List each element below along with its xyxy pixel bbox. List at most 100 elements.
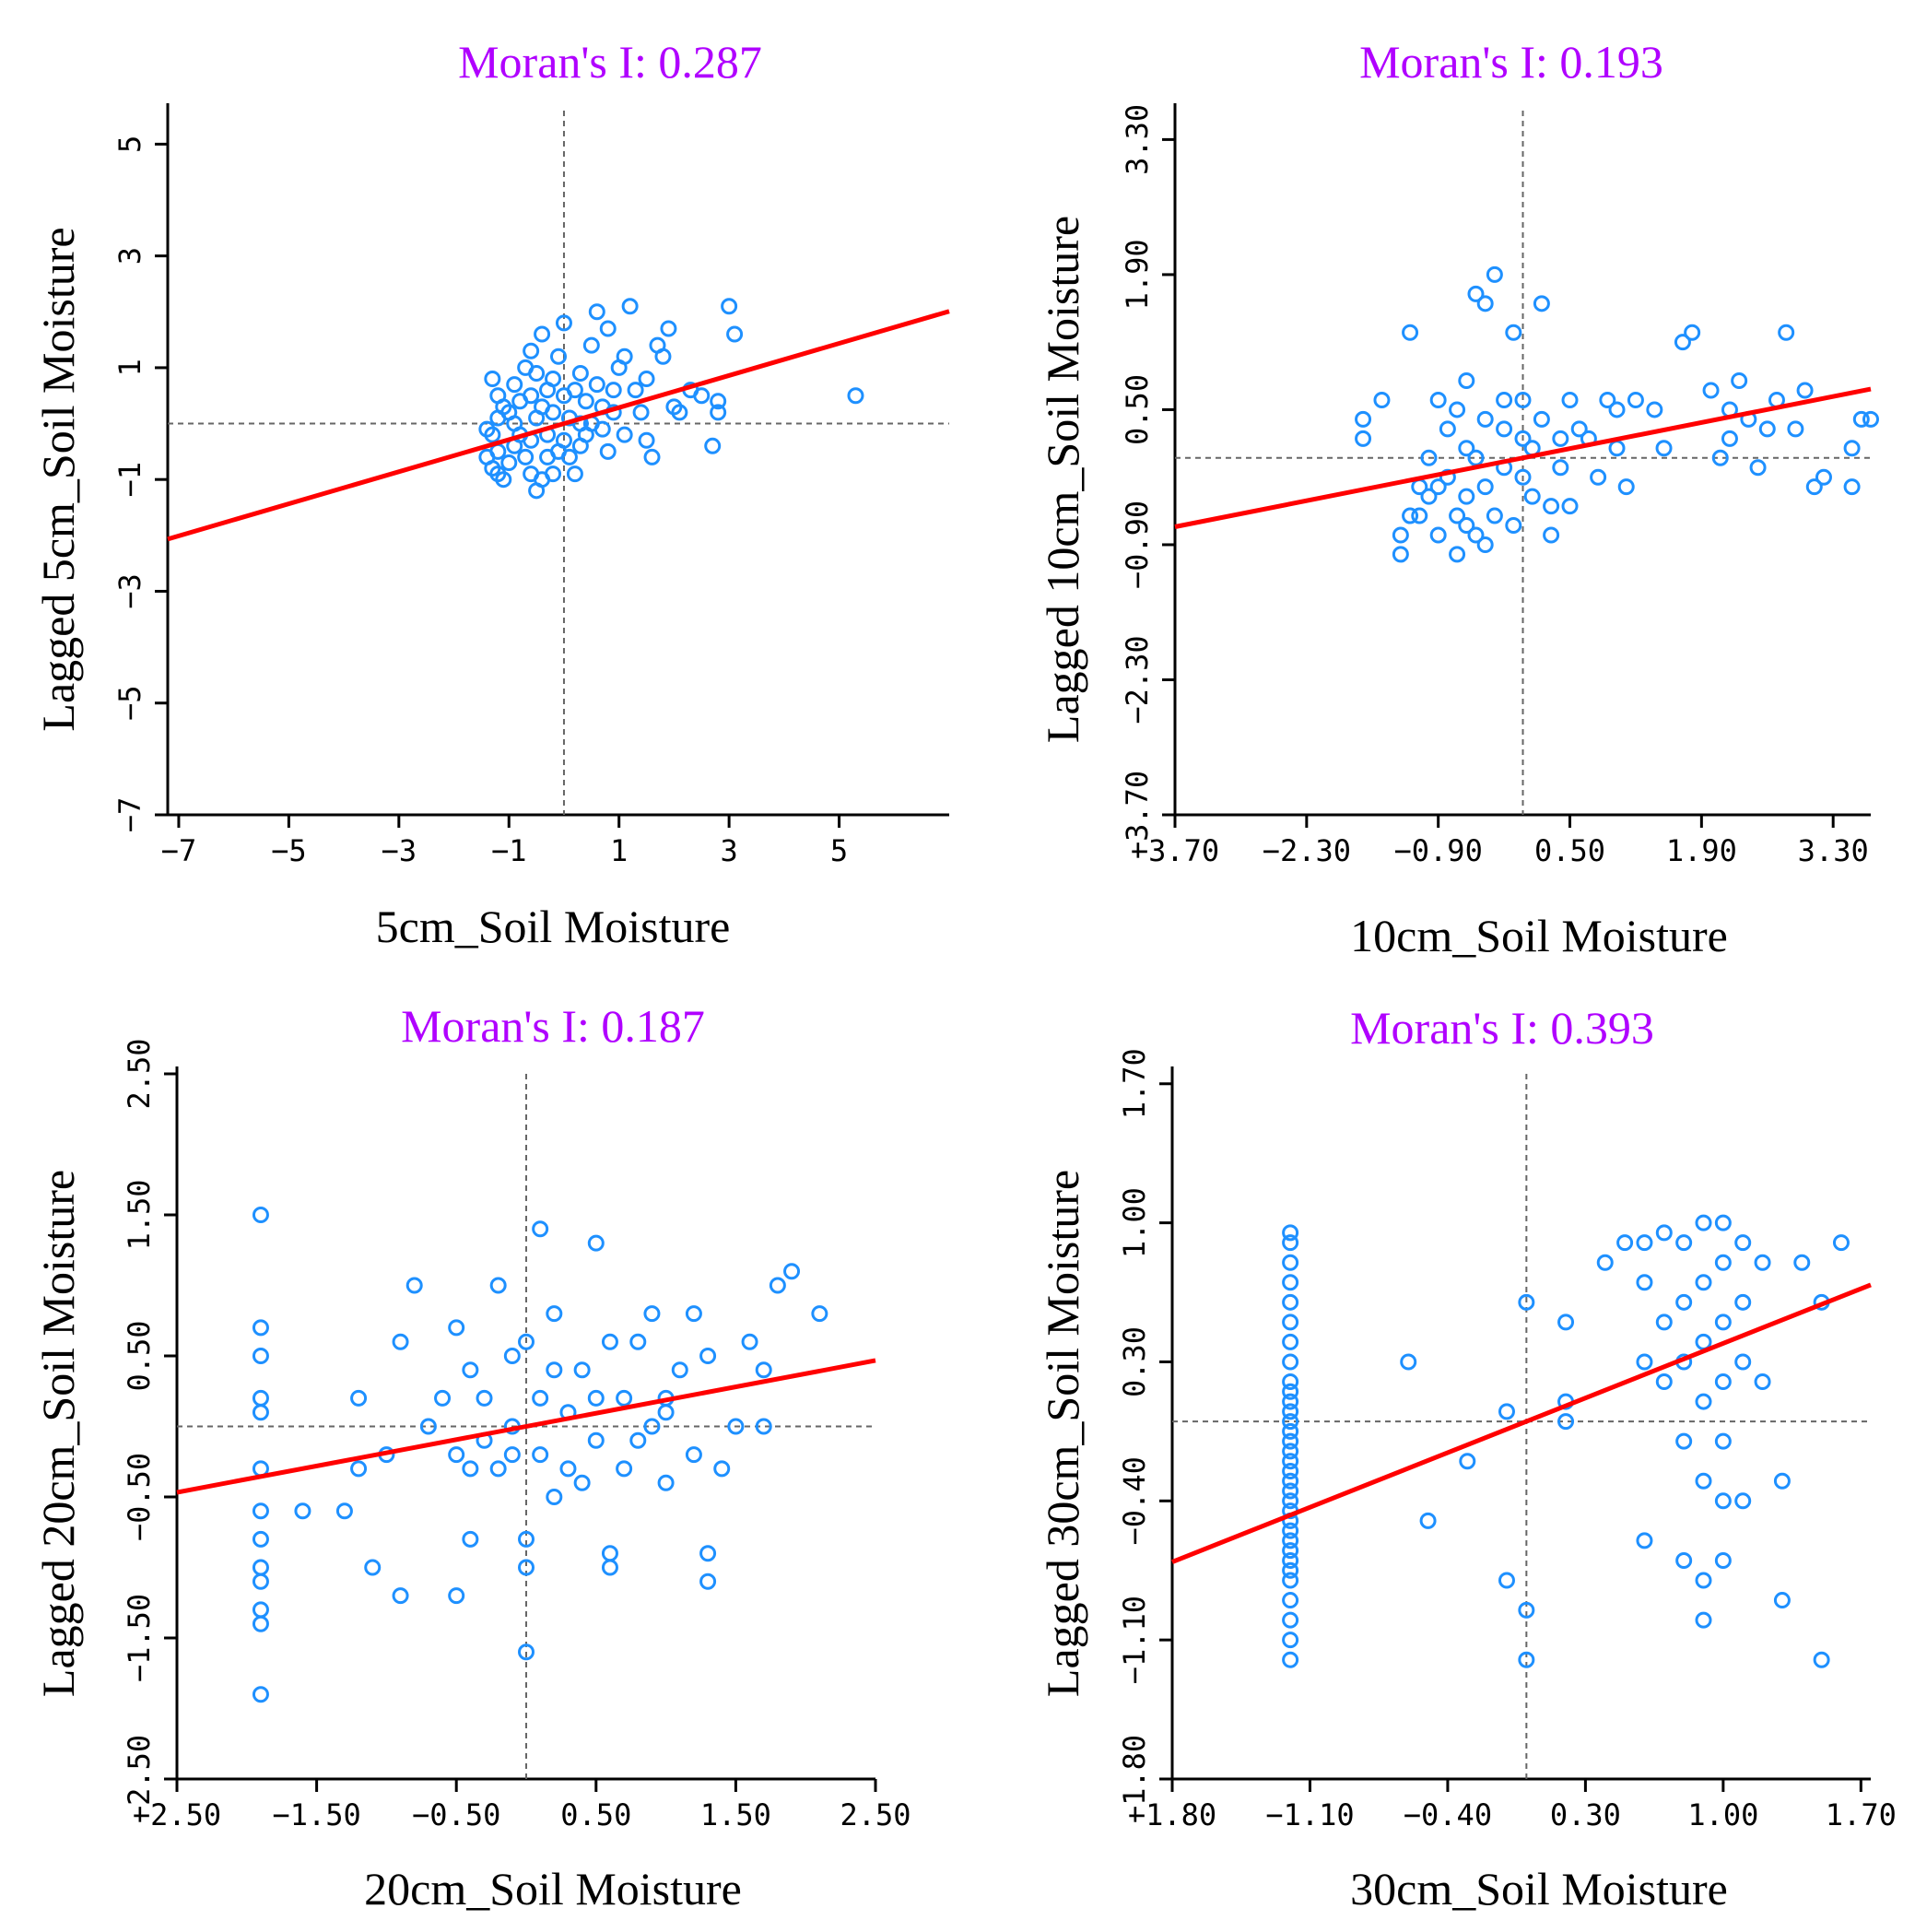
- data-point: [1429, 526, 1447, 544]
- x-tick-label: 2.50: [840, 1797, 911, 1832]
- data-point: [546, 1361, 563, 1379]
- data-point: [405, 1277, 423, 1294]
- data-point: [1282, 1422, 1299, 1440]
- data-point: [1467, 526, 1485, 544]
- data-point: [1616, 1234, 1634, 1252]
- data-point: [392, 1587, 409, 1605]
- data-point: [629, 1431, 647, 1449]
- data-point: [1599, 391, 1616, 408]
- data-point: [518, 1643, 535, 1661]
- x-tick-label: −3: [382, 833, 417, 868]
- x-tick-label: −2.30: [1263, 833, 1351, 868]
- data-point: [627, 382, 644, 399]
- data-point: [1813, 1651, 1830, 1668]
- data-point: [660, 320, 677, 337]
- y-tick-label: 2.50: [122, 1038, 157, 1109]
- x-tick-label: 3.30: [1798, 833, 1869, 868]
- x-tick-label: −1.10: [1265, 1797, 1354, 1832]
- y-tick-label: −2.30: [1120, 635, 1155, 724]
- data-point: [1282, 1413, 1299, 1431]
- data-point: [643, 1305, 661, 1323]
- data-point: [1355, 410, 1372, 428]
- data-point: [1514, 468, 1532, 486]
- data-point: [1655, 1224, 1673, 1242]
- data-point: [1773, 1472, 1791, 1490]
- y-axis-label-5cm: Lagged 5cm_Soil Moisture: [32, 227, 84, 731]
- panel-10cm: Moran's I: 0.193 10cm_Soil Moisture Lagg…: [1037, 36, 1879, 961]
- data-point: [1636, 1532, 1653, 1549]
- data-point: [1570, 420, 1588, 438]
- data-point: [638, 371, 655, 388]
- data-point: [1543, 498, 1560, 515]
- data-point: [587, 1389, 605, 1407]
- data-point: [1282, 1314, 1299, 1331]
- data-point: [434, 1389, 452, 1407]
- data-point: [523, 342, 540, 359]
- data-point: [1695, 1611, 1712, 1629]
- data-point: [1476, 410, 1494, 428]
- data-point: [252, 1389, 269, 1407]
- data-point: [1476, 295, 1494, 312]
- data-point: [1552, 459, 1569, 477]
- data-point: [364, 1559, 382, 1576]
- data-point: [699, 1348, 717, 1364]
- y-tick-label: −0.50: [122, 1453, 157, 1541]
- data-point: [506, 376, 523, 394]
- data-point: [1675, 1234, 1693, 1252]
- data-point: [1636, 1234, 1653, 1252]
- y-tick-label: 0.50: [1120, 374, 1155, 445]
- data-point: [566, 465, 583, 483]
- data-point: [1429, 391, 1447, 408]
- data-point: [1773, 1592, 1791, 1609]
- x-tick-label: 1.70: [1826, 1797, 1897, 1832]
- data-point: [448, 1446, 465, 1464]
- data-point: [811, 1305, 828, 1323]
- data-point: [1392, 526, 1409, 544]
- data-point: [755, 1418, 772, 1435]
- data-point: [1400, 1353, 1417, 1371]
- data-point: [1419, 1512, 1437, 1529]
- data-point: [1714, 1314, 1732, 1331]
- data-point: [534, 398, 551, 416]
- data-point: [671, 404, 688, 421]
- data-point: [1514, 391, 1532, 408]
- data-point: [503, 1446, 521, 1464]
- data-point: [741, 1333, 758, 1350]
- y-tick-label: 0.50: [122, 1320, 157, 1391]
- data-point: [1714, 1214, 1732, 1231]
- data-point: [599, 320, 617, 337]
- data-point: [1832, 1234, 1850, 1252]
- data-point: [1655, 1373, 1673, 1391]
- data-point: [1714, 1551, 1732, 1569]
- y-tick-label: −1.10: [1117, 1596, 1152, 1684]
- x-tick-label: −1: [491, 833, 527, 868]
- x-tick-label: 3: [720, 833, 737, 868]
- data-point: [1282, 1274, 1299, 1291]
- data-point: [1486, 265, 1503, 283]
- data-point: [1695, 1214, 1712, 1231]
- data-point: [478, 448, 496, 465]
- data-point: [1486, 507, 1503, 524]
- data-point: [1459, 1453, 1476, 1470]
- data-point: [601, 1333, 618, 1350]
- data-point: [1402, 324, 1419, 341]
- x-tick-label: 0.50: [1534, 833, 1605, 868]
- data-point: [489, 465, 507, 483]
- data-point: [1561, 391, 1579, 408]
- y-tick-label: 1: [112, 359, 147, 376]
- data-point: [783, 1263, 801, 1280]
- data-point: [448, 1319, 465, 1337]
- chart-title-5cm: Moran's I: 0.287: [458, 36, 762, 88]
- data-point: [489, 1277, 507, 1294]
- data-point: [1721, 430, 1738, 447]
- x-tick-label: −7: [161, 833, 197, 868]
- data-point: [1498, 1572, 1515, 1589]
- data-point: [1655, 1314, 1673, 1331]
- data-point: [1518, 1601, 1535, 1619]
- data-point: [1282, 1224, 1299, 1242]
- data-point: [532, 1389, 549, 1407]
- y-tick-label: 1.90: [1120, 239, 1155, 310]
- data-point: [599, 442, 617, 460]
- x-tick-label: −0.40: [1404, 1797, 1492, 1832]
